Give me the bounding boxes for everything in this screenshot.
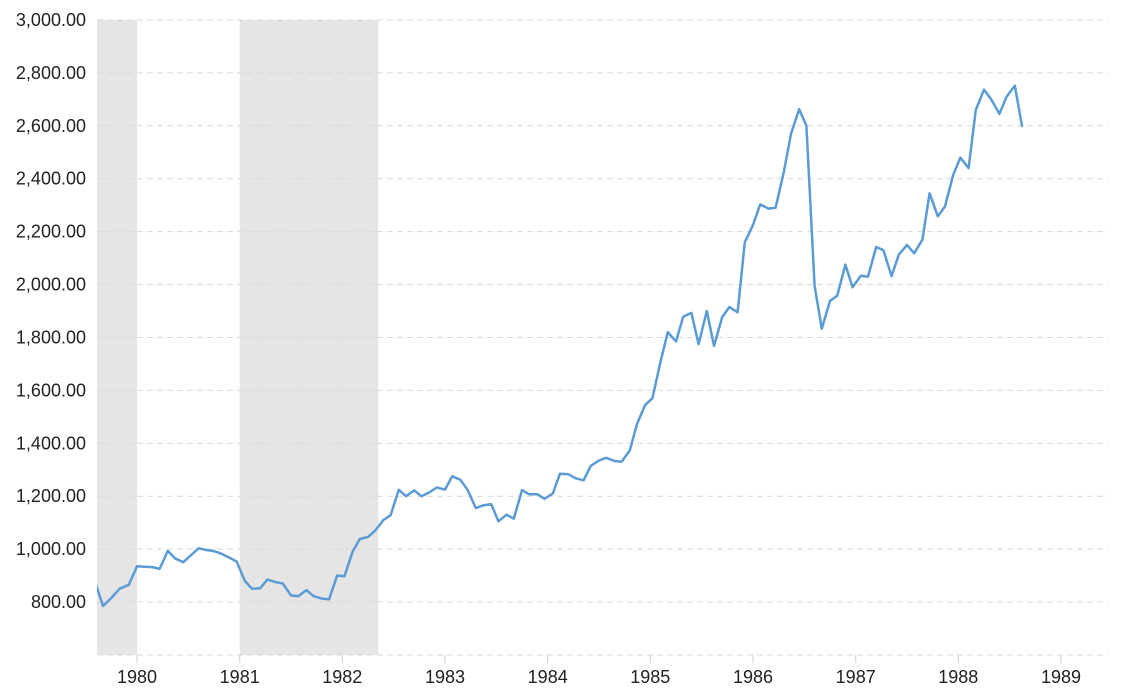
y-tick-label: 2,800.00	[16, 63, 86, 83]
x-tick-label: 1989	[1041, 667, 1081, 687]
x-tick-label: 1987	[836, 667, 876, 687]
y-tick-label: 2,600.00	[16, 116, 86, 136]
x-tick-label: 1985	[630, 667, 670, 687]
x-tick-label: 1980	[117, 667, 157, 687]
y-tick-label: 2,200.00	[16, 222, 86, 242]
series-layer	[97, 84, 1024, 608]
y-tick-label: 2,000.00	[16, 275, 86, 295]
x-tick-label: 1983	[425, 667, 465, 687]
y-tick-label: 2,400.00	[16, 169, 86, 189]
y-tick-label: 1,600.00	[16, 380, 86, 400]
gridlines	[97, 19, 1108, 656]
x-tick-label: 1982	[322, 667, 362, 687]
x-axis-tick-labels: 1980 1981 1982 1983 1984 1985 1986 1987 1988 1989	[117, 667, 1081, 687]
x-tick-label: 1988	[938, 667, 978, 687]
y-tick-label: 1,800.00	[16, 328, 86, 348]
y-tick-label: 3,000.00	[16, 10, 86, 30]
y-tick-label: 1,200.00	[16, 486, 86, 506]
y-tick-label: 800.00	[31, 592, 86, 612]
x-axis	[136, 655, 1062, 663]
x-tick-label: 1981	[220, 667, 260, 687]
series-line	[97, 84, 1024, 608]
y-tick-label: 1,400.00	[16, 433, 86, 453]
x-tick-label: 1986	[733, 667, 773, 687]
y-axis-tick-labels: 800.00 1,000.00 1,200.00 1,400.00 1,600.00 1,…	[16, 10, 86, 612]
x-tick-label: 1984	[528, 667, 568, 687]
y-tick-label: 1,000.00	[16, 539, 86, 559]
